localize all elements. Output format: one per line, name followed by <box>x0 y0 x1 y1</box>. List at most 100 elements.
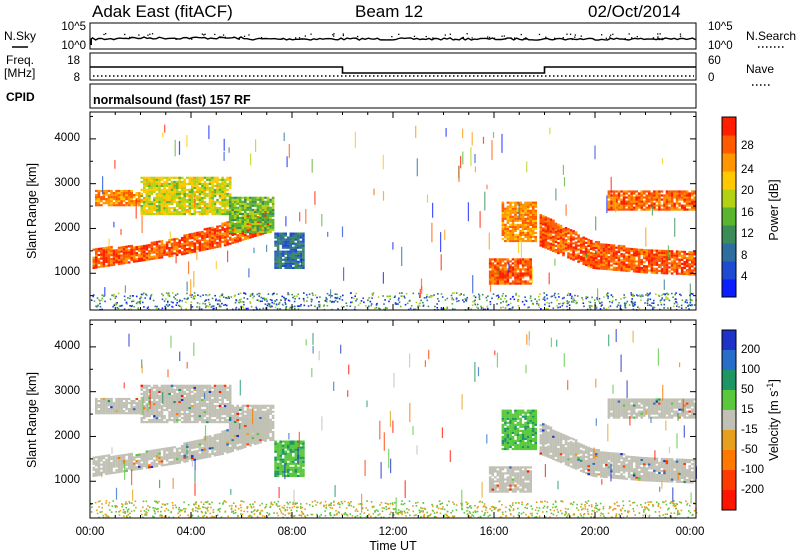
power-cell <box>544 236 548 239</box>
power-cell <box>269 216 272 219</box>
power-cell <box>140 198 144 202</box>
power-cell-ground <box>351 296 353 299</box>
power-cell-ground <box>462 299 464 301</box>
power-cell <box>226 239 229 242</box>
power-cell <box>299 242 303 245</box>
power-cell <box>201 244 204 248</box>
power-cell-ground <box>671 292 673 295</box>
power-cell <box>531 229 535 232</box>
power-cell-streak <box>175 253 177 264</box>
velocity-cell <box>130 460 133 464</box>
power-cell <box>627 251 631 254</box>
power-cell <box>574 249 578 252</box>
power-cell <box>97 262 101 265</box>
power-cell <box>655 259 659 262</box>
power-cell <box>186 200 189 204</box>
power-cell <box>582 242 585 245</box>
power-cell <box>153 202 156 206</box>
power-cell <box>549 244 553 247</box>
power-cell <box>491 274 495 277</box>
power-cell-ground <box>403 295 405 298</box>
power-cell <box>259 230 262 234</box>
power-cell <box>153 247 156 250</box>
power-cell <box>125 251 128 254</box>
power-cell <box>206 241 209 244</box>
power-cell-ground <box>681 299 684 301</box>
velocity-cell <box>188 451 192 454</box>
velocity-cell <box>191 452 194 456</box>
power-cell <box>600 253 603 256</box>
power-cell <box>279 260 282 263</box>
power-cell <box>122 258 126 261</box>
power-cell-ground <box>191 294 193 296</box>
power-cell <box>186 233 189 237</box>
velocity-cell <box>193 452 197 455</box>
power-cell <box>158 184 161 187</box>
power-cell-ground <box>150 295 152 297</box>
power-cell <box>668 202 671 205</box>
power-cell-ground <box>179 299 181 302</box>
nsky-dot <box>261 36 263 39</box>
power-cell <box>198 211 202 214</box>
power-cell-ground <box>532 302 534 305</box>
power-cell <box>120 202 123 205</box>
power-cell <box>223 180 227 183</box>
power-cell <box>635 248 638 251</box>
power-cell <box>233 222 237 226</box>
power-cell <box>691 255 694 258</box>
power-cell-ground <box>418 294 421 297</box>
power-cell <box>281 244 285 247</box>
power-cell <box>193 242 197 245</box>
power-cell <box>281 236 285 239</box>
power-cell <box>673 190 676 193</box>
power-cell <box>693 259 697 262</box>
power-cell <box>645 267 649 270</box>
power-cell <box>653 206 656 209</box>
power-cell-ground <box>458 300 460 302</box>
power-cell <box>138 204 141 207</box>
power-cell <box>524 264 527 267</box>
power-cell-ground <box>618 302 620 304</box>
power-cell <box>150 188 154 191</box>
power-cell <box>688 196 691 199</box>
power-cell <box>529 209 532 212</box>
power-cell <box>663 194 666 197</box>
power-cell <box>206 192 209 196</box>
power-cell <box>590 241 593 245</box>
power-cell <box>668 270 671 273</box>
power-cell <box>683 204 686 207</box>
power-cell-streak <box>482 136 485 144</box>
power-cell <box>294 234 298 237</box>
velocity-cell <box>117 454 121 457</box>
power-cell <box>529 268 532 271</box>
power-cell <box>632 260 636 263</box>
velocity-cell <box>203 452 207 455</box>
power-cell <box>249 204 252 207</box>
power-cell <box>663 251 666 255</box>
power-cell <box>180 253 184 256</box>
power-cell <box>244 218 247 221</box>
velocity-cell <box>236 442 239 445</box>
power-cell <box>122 248 126 251</box>
power-cell <box>617 206 621 209</box>
power-cell <box>648 257 651 260</box>
power-cell <box>251 222 255 226</box>
power-cell <box>284 250 287 253</box>
power-cell <box>259 206 262 209</box>
power-cell <box>125 192 128 195</box>
power-cell <box>153 243 156 246</box>
power-cell <box>509 264 512 267</box>
power-cell <box>112 261 116 264</box>
power-cell-ground <box>466 296 469 299</box>
power-cell <box>529 264 532 267</box>
power-cell-streak <box>467 202 469 222</box>
power-cell <box>130 189 133 193</box>
power-cell <box>271 200 275 203</box>
power-cell <box>302 260 305 263</box>
nave-tick-bottom: 0 <box>708 72 714 84</box>
power-cell <box>160 242 164 245</box>
power-cell-ground <box>172 301 174 304</box>
power-cell <box>612 248 616 251</box>
power-cell <box>125 249 128 252</box>
power-cell <box>675 270 679 273</box>
